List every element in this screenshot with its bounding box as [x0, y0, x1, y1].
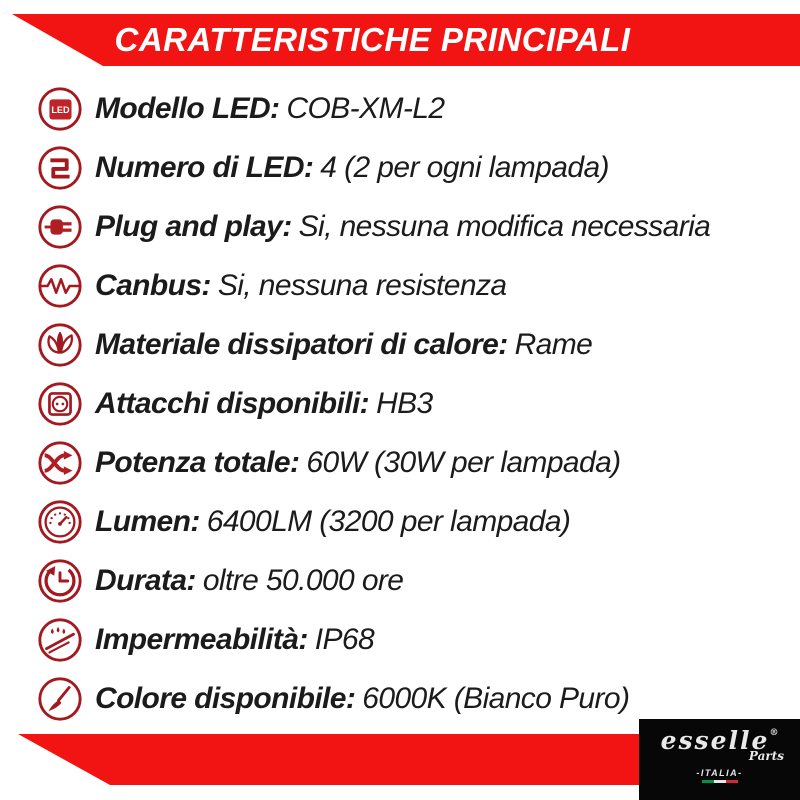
spec-row-attacchi: Attacchi disponibili: HB3 [36, 374, 710, 433]
spec-label: Colore disponibile: [95, 681, 356, 715]
spec-label: Potenza totale: [95, 445, 300, 479]
clock-history-icon [38, 558, 82, 603]
spec-value: HB3 [376, 386, 433, 420]
spec-row-numero-led: Numero di LED: 4 (2 per ogni lampada) [36, 138, 710, 197]
spec-row-potenza: Potenza totale: 60W (30W per lampada) [36, 433, 710, 492]
spec-text: Materiale dissipatori di calore: Rame [95, 327, 593, 362]
spec-text: Attacchi disponibili: HB3 [95, 387, 433, 421]
registered-mark: ® [769, 728, 779, 738]
spec-text: Canbus: Si, nessuna resistenza [95, 268, 507, 303]
spec-label: Impermeabilità: [95, 622, 308, 656]
spec-label: Numero di LED: [95, 150, 314, 184]
spec-value: 60W (30W per lampada) [306, 445, 621, 479]
spec-text: Modello LED: COB-XM-L2 [95, 91, 445, 126]
italian-flag [701, 780, 738, 783]
logo-country-text: -ITALIA- [696, 768, 743, 778]
led-icon: LED [38, 86, 82, 131]
spec-row-impermeabilita: Impermeabilità: IP68 [36, 610, 710, 669]
spec-text: Numero di LED: 4 (2 per ogni lampada) [95, 150, 610, 185]
page-title: CARATTERISTICHE PRINCIPALI [114, 21, 631, 58]
esselle-logo: esselle® Parts -ITALIA- [639, 719, 800, 800]
flag-green-stripe [701, 780, 714, 783]
socket-icon [38, 381, 82, 426]
led-count-icon [38, 145, 82, 190]
spec-text: Potenza totale: 60W (30W per lampada) [95, 446, 621, 480]
resistor-icon [38, 263, 82, 308]
spec-value: oltre 50.000 ore [202, 563, 404, 597]
flag-red-stripe [725, 780, 738, 783]
logo-brand-line: esselle® [639, 728, 800, 753]
heatsink-fan-icon [38, 322, 82, 367]
paintbrush-icon [38, 676, 82, 721]
spec-row-materiale-dissipatori: Materiale dissipatori di calore: Rame [36, 315, 710, 374]
footer-banner [18, 734, 644, 785]
spec-row-canbus: Canbus: Si, nessuna resistenza [36, 256, 710, 315]
spec-label: Plug and play: [95, 209, 292, 243]
spec-list: LED Modello LED: COB-XM-L2 Numero di LED:… [36, 79, 711, 728]
spec-text: Plug and play: Si, nessuna modifica neces… [95, 209, 711, 244]
logo-brand-text: esselle [660, 726, 770, 755]
spec-value: 6000K (Bianco Puro) [362, 681, 630, 715]
spec-label: Durata: [95, 563, 196, 597]
spec-label: Materiale dissipatori di calore: [95, 327, 508, 361]
spec-value: COB-XM-L2 [286, 91, 445, 125]
spec-value: 4 (2 per ogni lampada) [320, 150, 609, 184]
spec-row-lumen: Lumen: 6400LM (3200 per lampada) [36, 492, 710, 551]
spec-value: Rame [514, 327, 593, 361]
gauge-icon [38, 499, 82, 544]
plug-icon [38, 204, 82, 249]
header-banner: CARATTERISTICHE PRINCIPALI [12, 14, 800, 66]
spec-text: Colore disponibile: 6000K (Bianco Puro) [95, 681, 630, 716]
spec-text: Lumen: 6400LM (3200 per lampada) [95, 504, 571, 539]
spec-text: Durata: oltre 50.000 ore [95, 563, 404, 598]
spec-row-colore: Colore disponibile: 6000K (Bianco Puro) [36, 669, 710, 728]
spec-value: Si, nessuna modifica necessaria [298, 209, 711, 243]
spec-row-durata: Durata: oltre 50.000 ore [36, 551, 710, 610]
spec-value: 6400LM (3200 per lampada) [206, 504, 571, 538]
waterproof-icon [38, 617, 82, 662]
logo-sub-text: Parts [748, 749, 784, 763]
spec-value: Si, nessuna resistenza [217, 268, 507, 302]
spec-label: Lumen: [95, 504, 200, 538]
shuffle-arrows-icon [38, 440, 82, 485]
spec-label: Canbus: [95, 268, 211, 302]
spec-row-modello-led: LED Modello LED: COB-XM-L2 [36, 79, 710, 138]
spec-row-plug-and-play: Plug and play: Si, nessuna modifica neces… [36, 197, 711, 256]
spec-value: IP68 [314, 622, 375, 656]
spec-label: Modello LED: [95, 91, 280, 125]
flag-white-stripe [713, 780, 726, 783]
spec-text: Impermeabilità: IP68 [95, 622, 375, 657]
svg-text:LED: LED [51, 104, 70, 114]
spec-label: Attacchi disponibili: [95, 386, 370, 420]
